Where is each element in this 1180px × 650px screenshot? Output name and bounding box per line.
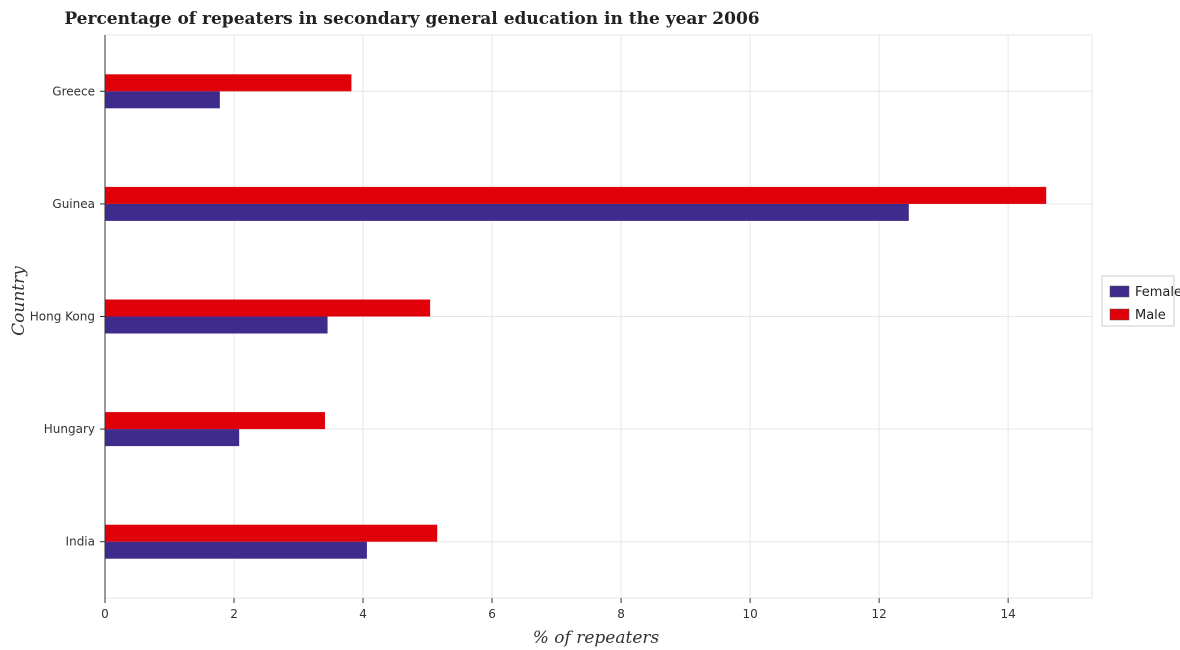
bars [105,74,1047,559]
bar-female-guinea [105,203,909,221]
y-tick-label: Hungary [44,422,95,436]
bar-male-india [105,524,438,542]
bar-male-hungary [105,412,325,430]
legend: Female Male [1101,275,1180,327]
bar-female-hong-kong [105,316,328,334]
legend-label-male: Male [1135,308,1166,323]
x-axis-title: % of repeaters [533,628,660,648]
x-tick-label: 6 [488,607,496,621]
x-tick-label: 4 [359,607,367,621]
legend-swatch-male [1109,308,1130,321]
chart-title: Percentage of repeaters in secondary gen… [64,9,759,29]
bar-female-greece [105,91,220,109]
y-tick-label: Greece [52,84,95,98]
x-tick-label: 0 [101,607,109,621]
legend-label-female: Female [1135,285,1180,300]
bar-male-guinea [105,186,1047,204]
bar-male-hong-kong [105,299,431,317]
x-tick-label: 2 [230,607,238,621]
y-axis-title: Country [9,266,29,336]
x-tick-label: 10 [742,607,757,621]
bar-male-greece [105,74,352,92]
legend-swatch-female [1109,285,1130,298]
axes: Greece Guinea Hong Kong Hungary India 0 2 4 6 8 10… [30,35,1016,621]
y-tick-label: Guinea [52,197,95,211]
y-tick-label: Hong Kong [30,310,95,324]
x-tick-label: 14 [1000,607,1015,621]
x-tick-label: 8 [617,607,625,621]
y-tick-label: India [66,535,95,549]
x-tick-label: 12 [871,607,886,621]
bar-female-hungary [105,429,240,447]
bar-female-india [105,541,367,559]
